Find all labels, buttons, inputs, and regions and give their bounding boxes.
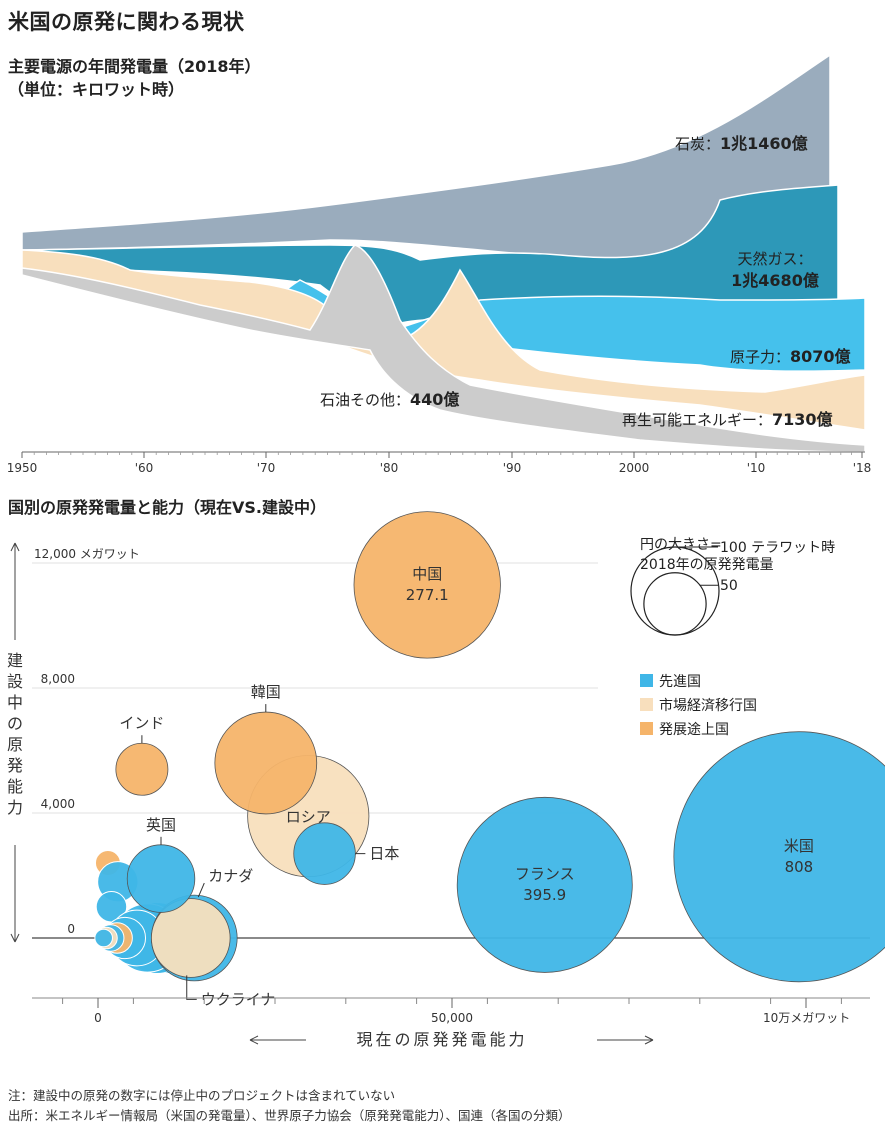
series-value-nuclear: 8070億 — [790, 347, 851, 366]
country-bubble — [95, 891, 128, 923]
country-bubble — [95, 926, 118, 950]
country-bubble — [126, 844, 196, 913]
stream-tick-label: 1950 — [7, 461, 38, 475]
country-bubble — [214, 711, 318, 815]
country-bubble — [151, 894, 238, 982]
series-label-gas: 天然ガス： — [737, 250, 812, 268]
stream-tick-label: '18 — [853, 461, 872, 475]
y-tick-label: 12,000 メガワット — [34, 547, 140, 561]
x-tick-label: 10万メガワット — [763, 1011, 850, 1025]
country-bubble — [293, 822, 356, 885]
series-label-nuclear: 原子力：8070億 — [730, 347, 851, 366]
x-tick-label: 50,000 — [431, 1011, 473, 1025]
stream-tick-label: 2000 — [619, 461, 650, 475]
series-value-oil: 440億 — [410, 390, 459, 409]
country-bubble — [247, 755, 370, 878]
y-tick-label: 8,000 — [41, 672, 75, 686]
country-value: 808 — [785, 858, 814, 876]
y-axis-title-char: 中 — [7, 693, 23, 712]
y-axis-title-char: 設 — [7, 672, 23, 691]
size-legend-small — [643, 572, 707, 636]
stream-tick-label: '80 — [380, 461, 399, 475]
country-value: 277.1 — [406, 586, 449, 604]
stream-tick-label: '90 — [503, 461, 522, 475]
country-label: インド — [119, 714, 164, 732]
country-bubble — [101, 922, 133, 954]
series-value-gas: 1兆4680億 — [731, 271, 819, 290]
series-value-renewable: 7130億 — [772, 410, 833, 429]
country-bubble — [103, 916, 147, 960]
size-legend-subtitle: 2018年の原発発電量 — [640, 557, 774, 573]
country-bubble — [97, 924, 125, 952]
y-axis-title-char: 原 — [7, 735, 23, 754]
country-bubble — [115, 742, 169, 796]
series-label-oil: 石油その他：440億 — [320, 390, 459, 409]
source-note: 出所：米エネルギー情報局（米国の発電量）、世界原子力協会（原発発電能力）、国連（… — [8, 1108, 571, 1123]
legend-swatch-transition — [640, 698, 653, 711]
country-label: ロシア — [286, 808, 331, 826]
series-value-coal: 1兆1460億 — [720, 134, 808, 153]
country-bubble — [456, 796, 633, 973]
country-label: 米国 — [784, 837, 814, 855]
stream-tick-label: '10 — [747, 461, 766, 475]
y-axis-title-char: の — [7, 714, 23, 733]
legend-label-developing: 発展途上国 — [659, 721, 729, 738]
x-tick-label: 0 — [94, 1011, 102, 1025]
size-legend-big-label: 100 テラワット時 — [720, 540, 835, 556]
stream-tick-label: '70 — [257, 461, 276, 475]
energy-chart-subtitle: （単位：キロワット時） — [8, 80, 185, 99]
y-axis-title-char: 力 — [7, 798, 23, 817]
legend-swatch-developing — [640, 722, 653, 735]
country-label: 韓国 — [251, 683, 281, 701]
size-legend-title: 円の大きさ= — [640, 537, 722, 553]
y-axis-title-char: 建 — [7, 651, 23, 670]
legend-label-advanced: 先進国 — [659, 674, 701, 690]
legend-label-transition: 市場経済移行国 — [659, 697, 757, 714]
energy-stream-chart: 1950 '60 '70 '80 '90 2000 '10 '18 石炭：1兆1460億天然ガ… — [7, 53, 872, 475]
size-legend-small-label: 50 — [720, 578, 738, 594]
footnote: 注：建設中の原発の数字には停止中のプロジェクトは含まれていない — [8, 1088, 396, 1103]
bubble-marks — [94, 511, 885, 983]
country-label: カナダ — [208, 867, 253, 885]
x-axis-title: 現在の原発発電能力 — [356, 1030, 527, 1049]
series-label-coal: 石炭：1兆1460億 — [675, 134, 808, 153]
country-bubble — [150, 898, 231, 978]
y-tick-label: 0 — [67, 922, 75, 936]
size-legend-big — [630, 546, 720, 636]
energy-chart-title: 主要電源の年間発電量（2018年） — [8, 57, 261, 76]
country-bubble — [112, 903, 183, 973]
stream-x-axis: 1950 '60 '70 '80 '90 2000 '10 '18 — [7, 451, 872, 475]
country-label: 日本 — [369, 845, 399, 863]
y-tick-label: 4,000 — [41, 797, 75, 811]
series-label-renewable: 再生可能エネルギー：7130億 — [622, 410, 833, 429]
country-bubble — [108, 909, 166, 967]
stream-tick-label: '60 — [135, 461, 154, 475]
country-label: フランス — [515, 865, 575, 883]
country-bubble — [94, 928, 113, 948]
legend-swatch-advanced — [640, 674, 653, 687]
country-bubble — [353, 511, 501, 659]
nuclear-chart-title: 国別の原発発電量と能力（現在VS.建設中） — [8, 498, 326, 517]
country-bubble — [94, 850, 121, 876]
country-value: 395.9 — [523, 886, 566, 904]
country-label: ウクライナ — [201, 990, 276, 1008]
y-axis-title-char: 発 — [7, 756, 23, 775]
country-bubble — [129, 902, 202, 974]
label-leader — [197, 882, 205, 898]
country-label: 英国 — [146, 816, 176, 834]
country-bubble — [120, 902, 193, 974]
country-bubble — [673, 731, 885, 983]
country-label: 中国 — [412, 565, 442, 583]
bubble-grid: 0 4,000 8,000 12,000 メガワット — [32, 547, 870, 939]
stream-oil — [21, 244, 866, 453]
y-axis-title-char: 能 — [7, 777, 23, 796]
page-title: 米国の原発に関わる現状 — [8, 10, 245, 34]
label-leader — [186, 975, 197, 1000]
country-bubble — [97, 861, 139, 903]
